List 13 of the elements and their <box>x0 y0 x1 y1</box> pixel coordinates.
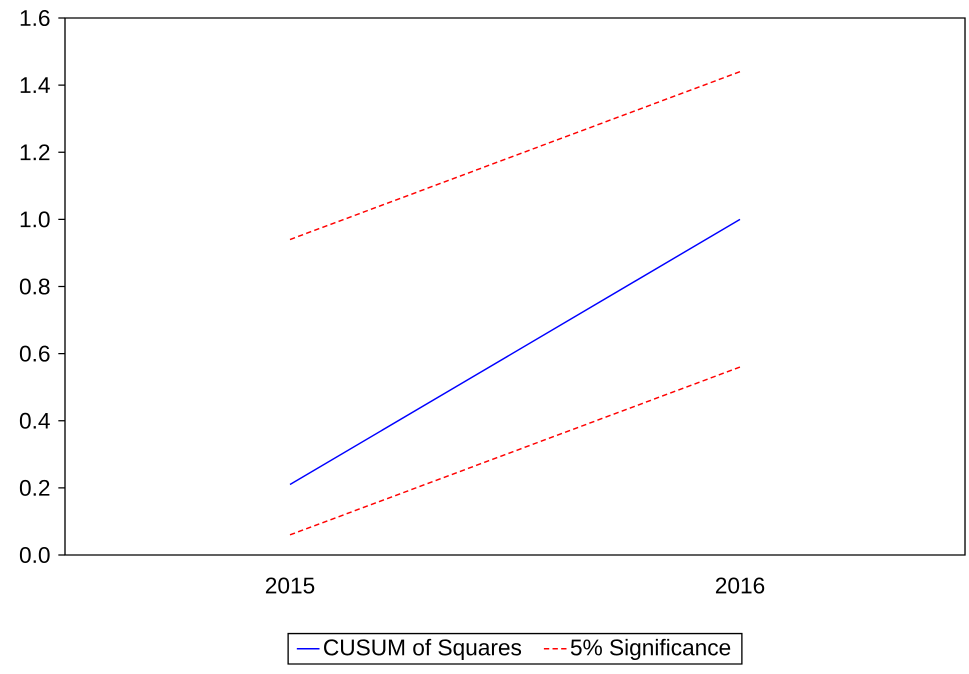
legend-label: CUSUM of Squares <box>324 638 522 660</box>
y-tick-label: 0.0 <box>20 546 50 564</box>
y-tick-label: 0.4 <box>20 412 50 429</box>
x-tick-label: 2015 <box>266 577 314 594</box>
y-tick-label: 1.4 <box>20 77 50 93</box>
y-tick-label: 1.6 <box>20 10 50 26</box>
y-tick-label: 0.8 <box>20 278 50 295</box>
y-tick-label: 1.0 <box>20 211 50 228</box>
x-tick-label: 2016 <box>716 577 764 594</box>
y-tick-label: 1.2 <box>20 144 50 160</box>
y-tick-label: 0.6 <box>20 346 50 362</box>
legend-label: 5% Significance <box>570 638 730 660</box>
y-tick-label: 0.2 <box>20 480 50 496</box>
